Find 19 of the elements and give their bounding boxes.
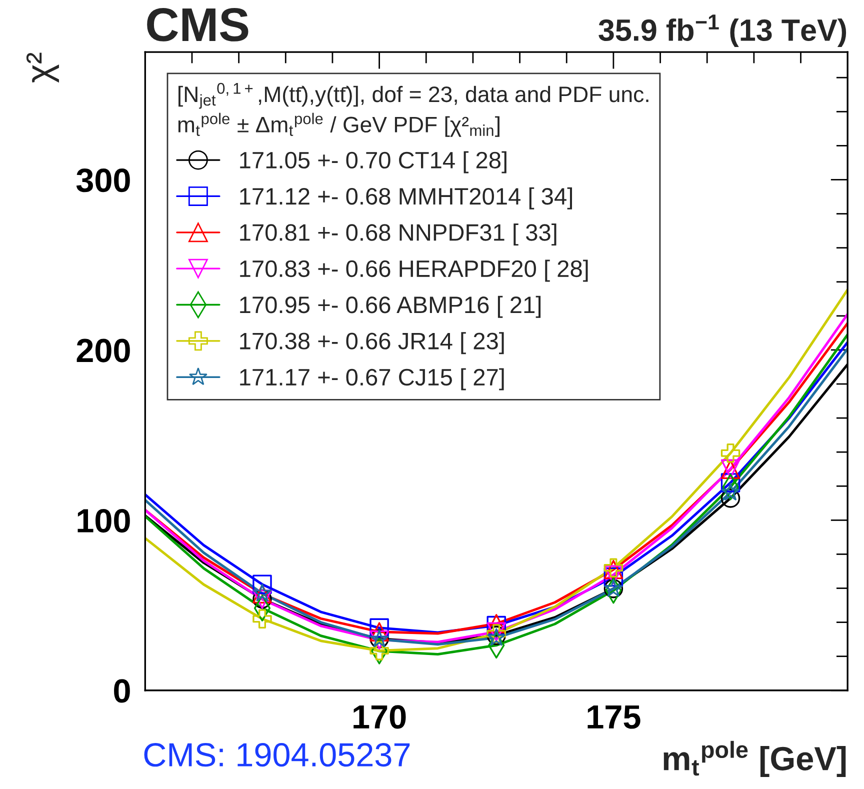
legend-label: 170.95 +- 0.66 ABMP16 [ 21] [240, 296, 541, 318]
legend-label: 171.05 +- 0.70 CT14 [ 28] [240, 151, 506, 174]
legend-label: 170.81 +- 0.68 NNPDF31 [ 33] [240, 224, 556, 246]
text: CMS: 1904.05237 [144, 743, 410, 767]
text: [N$_{jet}$$^{0,1+}$,M(tt̄),y(tt̄)], dof = 23, data and PDF unc. m$_{t}$$^{pole}$ ± Δm$_{t}$$^{pole}$ / GeV PDF [χ²$_{min}$] [178, 82, 648, 137]
y-tick-label: 100 [78, 508, 130, 533]
chart-subtitle: 35.9 fb$^{−1}$ (13 TeV) [598, 14, 846, 48]
chart-title: CMS [147, 8, 248, 42]
y-tick-label: 0 [114, 679, 130, 703]
legend-label: 171.12 +- 0.68 MMHT2014 [ 34] [240, 187, 572, 210]
y-tick-label: 300 [76, 168, 130, 192]
legend-label: 170.38 +- 0.66 JR14 [ 23] [240, 332, 504, 354]
x-tick-label: 170 [354, 705, 406, 729]
x-tick-label: 175 [588, 705, 640, 729]
legend-label: 170.83 +- 0.66 HERAPDF20 [ 28] [240, 260, 588, 282]
legend-label: 171.17 +- 0.67 CJ15 [ 27] [240, 368, 504, 390]
y-axis-title: χ² [26, 52, 59, 83]
y-tick-label: 200 [76, 338, 130, 362]
x-axis-title: m$_{t}$$^{pole}$ [GeV] [664, 740, 846, 778]
